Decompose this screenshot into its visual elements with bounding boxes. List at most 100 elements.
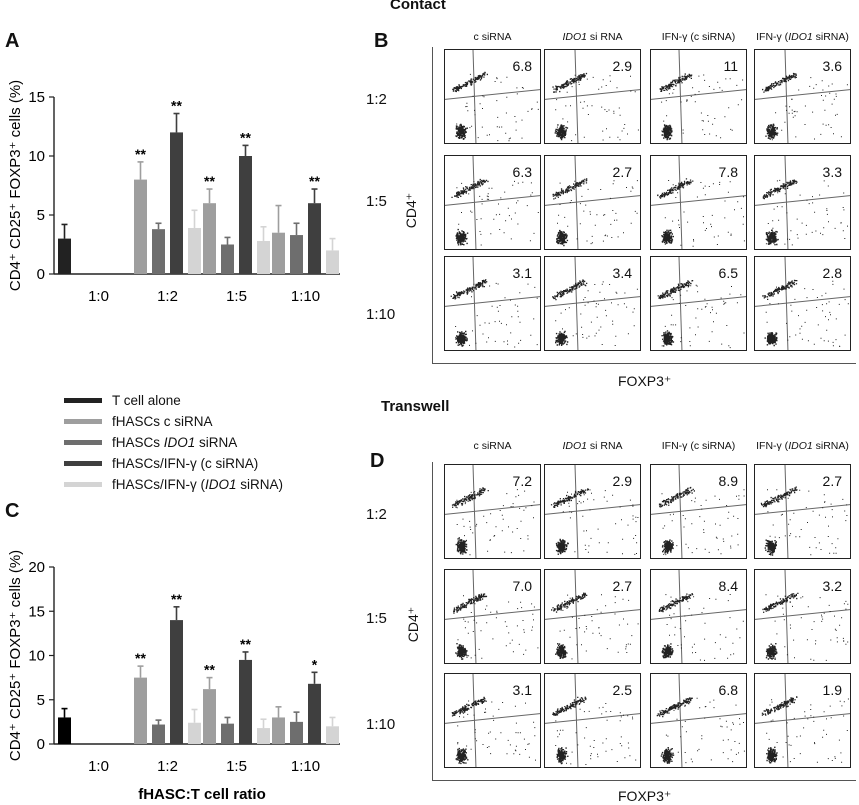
- quadrant-percent-value: 6.8: [512, 58, 532, 74]
- event-dots: [451, 178, 539, 246]
- text-part: IFN-γ (c siRNA): [661, 440, 736, 452]
- y-axis-label: CD4⁺ CD25⁺ FOXP3⁺ cells (%): [7, 80, 24, 291]
- bar: [203, 203, 216, 274]
- bar: [134, 677, 147, 744]
- text-italic-part: IDO1: [163, 435, 196, 450]
- panel-letter-c: C: [5, 500, 20, 522]
- quadrant-line: [472, 257, 477, 350]
- column-header: IFN-γ (IDO1 siRNA): [748, 440, 857, 452]
- x-tick-label: 1:0: [88, 288, 109, 305]
- quadrant-line: [445, 713, 540, 724]
- quadrant-percent-value: 7.8: [718, 164, 738, 180]
- flow-plot: 2.7: [544, 155, 641, 250]
- bar: [58, 717, 71, 744]
- scatter-plot: [755, 50, 850, 143]
- scatter-plot: [545, 465, 640, 558]
- contact-title: Contact: [390, 0, 446, 13]
- bar: [170, 620, 183, 744]
- text-italic-part: IDO1: [788, 31, 813, 43]
- quadrant-percent-value: 3.2: [822, 578, 842, 594]
- quadrant-percent-value: 2.9: [612, 58, 632, 74]
- column-header: IDO1 si RNA: [538, 440, 647, 452]
- text-part: IFN-γ (c siRNA): [661, 31, 736, 43]
- event-dots: [762, 592, 849, 661]
- bar: [326, 250, 339, 274]
- scatter-plot: [651, 674, 746, 767]
- event-dots: [451, 487, 535, 556]
- legend-item: fHASCs c siRNA: [64, 411, 283, 432]
- event-dots: [657, 280, 745, 349]
- column-header: c siRNA: [438, 440, 547, 452]
- quadrant-percent-value: 3.3: [822, 164, 842, 180]
- quadrant-line: [651, 504, 746, 515]
- quadrant-line: [755, 609, 850, 620]
- scatter-plot: [545, 156, 640, 249]
- bar: [188, 722, 201, 744]
- flow-x-axis-label: FOXP3⁺: [618, 788, 672, 804]
- scatter-plot: [545, 674, 640, 767]
- quadrant-percent-value: 2.7: [612, 578, 632, 594]
- y-tick-label: 10: [28, 148, 45, 165]
- text-part: c siRNA: [473, 31, 512, 43]
- x-tick-label: 1:2: [157, 288, 178, 305]
- quadrant-percent-value: 3.1: [512, 265, 532, 281]
- quadrant-percent-value: 3.6: [822, 58, 842, 74]
- text-italic-part: IDO1: [205, 477, 237, 492]
- text-part: IFN-γ (: [756, 440, 789, 452]
- flow-plot: 8.4: [650, 569, 747, 664]
- event-dots: [762, 179, 848, 246]
- text-part: T cell alone: [112, 393, 181, 408]
- significance-mark: **: [135, 146, 146, 162]
- event-dots: [762, 279, 849, 347]
- legend-swatch: [64, 461, 102, 466]
- x-axis-label: fHASC:T cell ratio: [138, 786, 266, 803]
- quadrant-percent-value: 7.2: [512, 473, 532, 489]
- scatter-plot: [755, 156, 850, 249]
- legend-label: fHASCs IDO1 siRNA: [112, 435, 237, 450]
- quadrant-percent-value: 2.9: [612, 473, 632, 489]
- event-dots: [451, 696, 536, 765]
- scatter-plot: [445, 156, 540, 249]
- panel-letter-b: B: [374, 30, 389, 52]
- quadrant-line: [472, 465, 477, 558]
- flow-plot: 2.5: [544, 673, 641, 768]
- event-dots: [659, 73, 744, 141]
- quadrant-line: [574, 674, 579, 767]
- quadrant-percent-value: 2.7: [822, 473, 842, 489]
- significance-mark: **: [171, 98, 182, 114]
- event-dots: [760, 486, 848, 556]
- text-part: fHASCs: [112, 435, 164, 450]
- flow-plot: 2.7: [544, 569, 641, 664]
- row-ratio-label: 1:2: [366, 91, 387, 108]
- quadrant-line: [678, 465, 683, 558]
- flow-axis-frame: [432, 47, 856, 364]
- quadrant-line: [651, 609, 746, 620]
- legend-swatch: [64, 419, 102, 424]
- scatter-plot: [445, 570, 540, 663]
- flow-plot: 7.2: [444, 464, 541, 559]
- legend-item: fHASCs/IFN-γ (c siRNA): [64, 453, 283, 474]
- text-part: siRNA): [812, 440, 849, 452]
- quadrant-line: [678, 50, 683, 143]
- quadrant-line: [445, 89, 540, 100]
- quadrant-line: [678, 156, 683, 249]
- quadrant-line: [545, 504, 640, 515]
- chart-legend: T cell alone fHASCs c siRNA fHASCs IDO1 si…: [64, 390, 283, 495]
- scatter-plot: [445, 674, 540, 767]
- bar: [272, 717, 285, 744]
- flow-plot: 7.0: [444, 569, 541, 664]
- bar: [239, 659, 252, 744]
- flow-plot: 7.8: [650, 155, 747, 250]
- quadrant-line: [574, 156, 579, 249]
- bar: [221, 723, 234, 744]
- scatter-plot: [755, 674, 850, 767]
- bar: [308, 203, 321, 274]
- text-part: si RNA: [586, 31, 623, 43]
- legend-swatch: [64, 482, 102, 487]
- bar: [188, 227, 201, 274]
- quadrant-percent-value: 8.9: [718, 473, 738, 489]
- panel-letter-a: A: [5, 30, 20, 52]
- significance-mark: *: [312, 656, 318, 672]
- legend-label: fHASCs/IFN-γ (c siRNA): [112, 456, 258, 471]
- quadrant-line: [651, 195, 746, 206]
